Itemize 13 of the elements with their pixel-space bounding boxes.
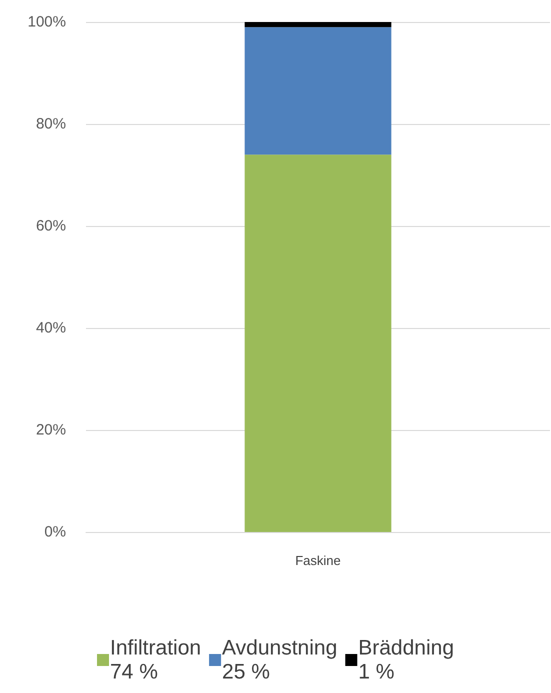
- y-tick-label: 60%: [36, 218, 66, 234]
- x-tick-label: Faskine: [295, 553, 341, 568]
- bar: [244, 27, 392, 155]
- y-tick-label: 40%: [36, 320, 66, 336]
- bar: [244, 22, 392, 28]
- y-tick-label: 100%: [28, 14, 66, 30]
- y-tick-label: 0%: [44, 524, 66, 540]
- legend-label: Bräddning 1 %: [358, 636, 454, 684]
- bar: [244, 154, 392, 532]
- y-tick-label: 80%: [36, 116, 66, 132]
- legend-label: Avdunstning 25 %: [222, 636, 338, 684]
- legend-label: Infiltration 74 %: [110, 636, 202, 684]
- y-tick-label: 20%: [36, 422, 66, 438]
